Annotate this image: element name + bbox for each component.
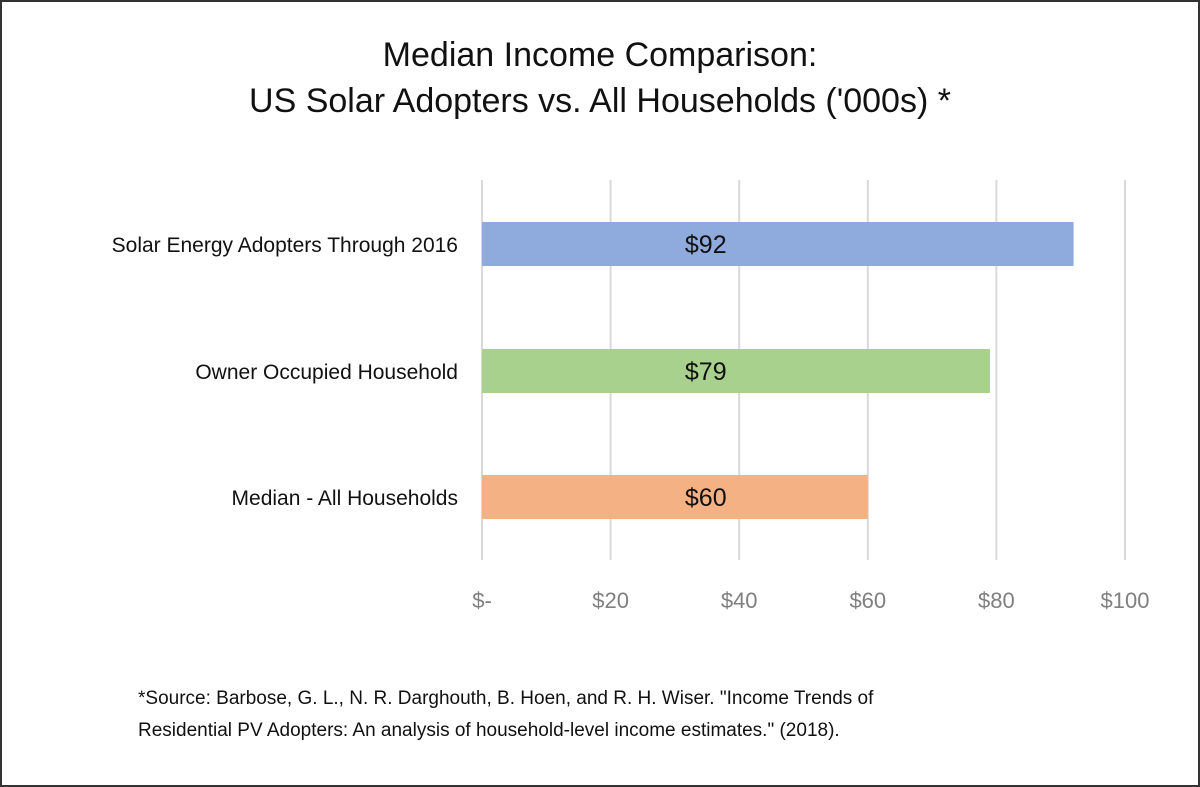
chart-title-line-1: Median Income Comparison: (382, 36, 818, 74)
x-tick-label: $40 (721, 588, 758, 613)
chart-title-line-2: US Solar Adopters vs. All Households ('0… (249, 82, 951, 120)
category-label: Solar Energy Adopters Through 2016 (112, 234, 458, 257)
x-tick-label: $60 (849, 588, 886, 613)
source-citation: *Source: Barbose, G. L., N. R. Darghouth… (138, 683, 1098, 747)
x-tick-label: $80 (978, 588, 1015, 613)
category-label: Owner Occupied Household (195, 361, 458, 384)
bar (482, 475, 868, 519)
source-line-1: *Source: Barbose, G. L., N. R. Darghouth… (138, 688, 874, 709)
data-label: $79 (685, 358, 727, 386)
x-tick-label: $- (472, 588, 492, 613)
x-tick-label: $100 (1101, 588, 1150, 613)
x-tick-label: $20 (592, 588, 629, 613)
bar (482, 349, 990, 393)
chart-title: Median Income Comparison: US Solar Adopt… (0, 32, 1200, 124)
category-label: Median - All Households (232, 487, 458, 510)
data-label: $92 (685, 231, 727, 259)
data-label: $60 (685, 484, 727, 512)
bar (482, 222, 1074, 266)
source-line-2: Residential PV Adopters: An analysis of … (138, 720, 840, 741)
